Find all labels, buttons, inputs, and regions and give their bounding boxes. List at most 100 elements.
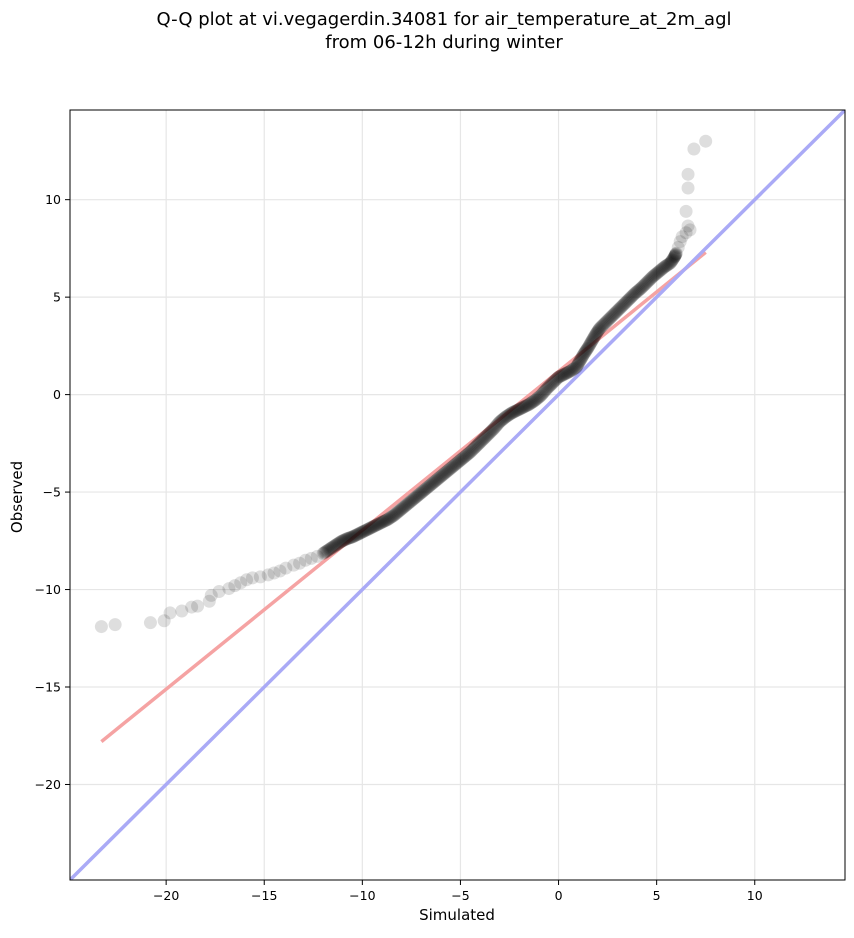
quantile-point-fill [489, 419, 503, 433]
quantile-point-fill [317, 546, 331, 560]
quantile-point-fill [347, 529, 361, 543]
quantile-point-fill [527, 394, 541, 408]
quantile-point-fill [427, 475, 441, 489]
quantile-point-fill [352, 527, 366, 540]
quantile-point-fill [658, 259, 672, 273]
quantile-point-fill [354, 526, 368, 540]
quantile-point [646, 270, 660, 284]
quantile-point-fill [582, 339, 596, 353]
quantile-point-fill [384, 510, 398, 524]
quantile-point [585, 334, 599, 348]
quantile-point [287, 558, 301, 572]
x-tick-label: −20 [153, 888, 179, 903]
quantile-point [616, 298, 630, 312]
quantile-point-fill [472, 436, 486, 450]
quantile-point-fill [337, 533, 351, 547]
quantile-point-fill [572, 356, 586, 370]
quantile-point [191, 599, 205, 613]
quantile-point-fill [537, 385, 551, 399]
quantile-point [387, 508, 401, 522]
quantile-point-fill [492, 416, 506, 430]
quantile-point-fill [320, 544, 334, 558]
quantile-point [528, 393, 542, 407]
quantile-point-fill [456, 451, 470, 465]
quantile-point-fill [515, 401, 529, 415]
quantile-point-fill [648, 268, 662, 282]
quantile-point [94, 620, 108, 634]
quantile-point [446, 460, 460, 474]
quantile-point [675, 230, 689, 244]
quantile-point-fill [539, 383, 553, 397]
quantile-point-fill [429, 474, 443, 488]
quantile-point-fill [391, 505, 405, 519]
quantile-point-fill [364, 521, 378, 535]
quantile-point [552, 370, 566, 384]
quantile-point-fill [550, 372, 564, 386]
quantile-point-fill [580, 343, 594, 357]
quantile-point [634, 281, 648, 295]
quantile-point-fill [368, 519, 382, 533]
quantile-point-fill [383, 511, 397, 525]
quantile-point-fill [435, 469, 449, 483]
quantile-point [516, 400, 530, 414]
quantile-point-fill [423, 478, 437, 492]
quantile-point [589, 327, 603, 341]
quantile-point [212, 584, 226, 598]
quantile-point-fill [445, 461, 459, 475]
quantile-point-fill [669, 248, 683, 262]
quantile-point [652, 265, 666, 279]
quantile-point [369, 518, 383, 532]
quantile-point-fill [544, 378, 558, 392]
quantile-point [577, 347, 591, 361]
quantile-point-fill [660, 258, 674, 272]
quantile-point-fill [330, 537, 344, 551]
quantile-point [410, 489, 424, 503]
quantile-point-fill [414, 486, 428, 500]
quantile-point-fill [554, 369, 568, 383]
quantile-point-fill [602, 313, 616, 327]
y-tick-label: −15 [35, 680, 61, 695]
quantile-point-fill [401, 496, 415, 510]
quantile-point-fill [549, 373, 563, 387]
quantile-point-fill [448, 458, 462, 472]
quantile-point-fill [460, 448, 474, 462]
quantile-point-fill [641, 275, 655, 289]
quantile-point-fill [668, 250, 682, 264]
quantile-point [628, 286, 642, 300]
quantile-point [310, 549, 324, 563]
quantile-point-fill [649, 267, 663, 281]
quantile-point [599, 315, 613, 329]
fit-line [100, 250, 707, 743]
quantile-point-fill [373, 516, 387, 530]
quantile-point-fill [359, 523, 373, 537]
quantile-point [340, 532, 354, 546]
quantile-point-fill [601, 314, 615, 328]
quantile-point [363, 521, 377, 535]
quantile-point [457, 450, 471, 464]
quantile-point-fill [406, 492, 420, 506]
quantile-point-fill [408, 491, 422, 505]
quantile-point-fill [631, 284, 645, 298]
quantile-point-fill [615, 299, 629, 313]
quantile-point [463, 445, 477, 459]
quantile-point [610, 304, 624, 318]
quantile-point-fill [614, 300, 628, 314]
quantile-point [245, 571, 259, 585]
quantile-point [175, 604, 189, 618]
quantile-point-fill [636, 279, 650, 293]
quantile-point [671, 240, 685, 254]
quantile-point-fill [329, 538, 343, 552]
quantile-point-fill [371, 517, 385, 531]
quantile-point-fill [591, 323, 605, 337]
quantile-point [393, 504, 407, 518]
quantile-point-fill [613, 301, 627, 315]
quantile-point-fill [342, 531, 356, 545]
quantile-point [253, 570, 267, 584]
quantile-point [261, 568, 275, 582]
chart-title-line-1: Q-Q plot at vi.vegagerdin.34081 for air_… [157, 9, 732, 30]
quantile-point-fill [397, 500, 411, 514]
quantile-point-fill [643, 273, 657, 287]
quantile-point [669, 246, 683, 260]
quantile-point-fill [669, 247, 683, 261]
quantile-point-fill [388, 508, 402, 522]
